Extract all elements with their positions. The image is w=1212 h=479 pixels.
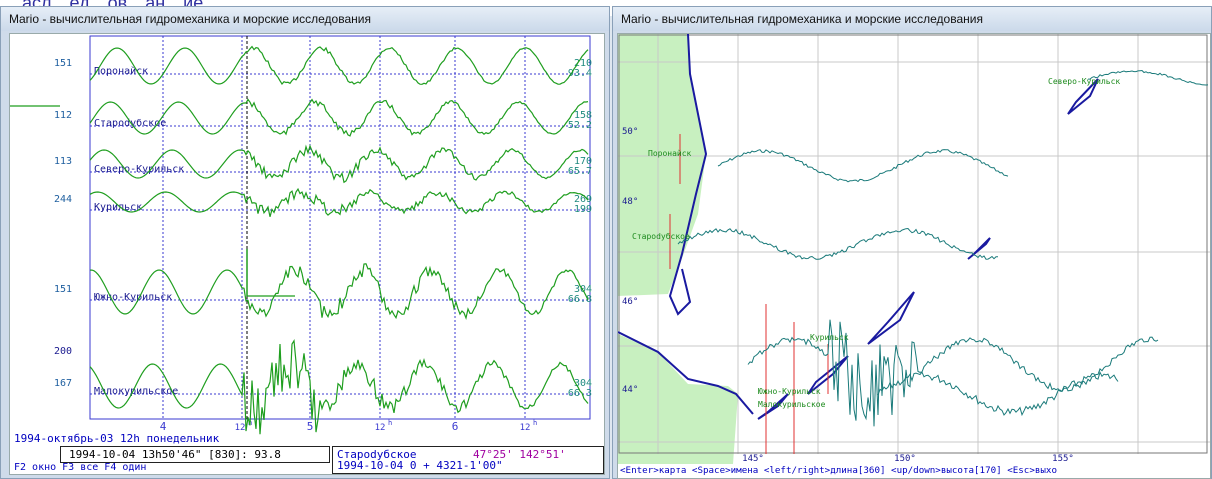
readout-time: 1994-10-04 0 + 4321-1'00" xyxy=(337,459,503,472)
station-extra-value: 200 xyxy=(54,346,72,357)
station-name: Северо-Курильск xyxy=(94,164,184,175)
latitude-label: 50° xyxy=(622,127,638,137)
readout-value: 1994-10-04 13h50'46" [830]: 93.8 xyxy=(69,448,281,461)
right-titlebar[interactable]: Mario - вычислительная гидромеханика и м… xyxy=(613,7,1211,31)
station-left-value: 151 xyxy=(54,284,72,295)
map-chart[interactable]: 50° 48° 46° 44° 145° 150° 155° Северо-Курильск П… xyxy=(618,34,1210,464)
map-wave-trace xyxy=(877,370,1119,417)
hokkaido-coast xyxy=(618,331,754,415)
station-name: Староdубское xyxy=(94,117,166,129)
x-tick-label-h: h xyxy=(533,419,537,427)
station-trace xyxy=(89,45,589,86)
x-tick-label: 4 xyxy=(160,420,167,433)
place-label: Поронайск xyxy=(648,149,692,158)
station-right-bottom: 66.3 xyxy=(568,388,592,399)
place-label: Северо-Курильск xyxy=(1048,77,1120,86)
left-window-title: Mario - вычислительная гидромеханика и м… xyxy=(9,12,371,26)
plot-frame xyxy=(89,35,591,420)
longitude-label: 145° xyxy=(742,454,764,464)
map-status-bar: <Enter>карта <Space>имена <left/right>дл… xyxy=(620,465,1057,476)
station-trace xyxy=(89,338,589,435)
station-left-value: 151 xyxy=(54,58,72,69)
latitude-label: 44° xyxy=(622,385,638,395)
station-right-top: 210 xyxy=(574,58,592,69)
x-tick-label: 12 xyxy=(375,423,386,433)
station-name: Южно-Курильск xyxy=(94,292,172,303)
readout-station: Староdубское xyxy=(337,448,417,461)
station-right-top: 158 xyxy=(574,110,592,121)
map-wave-trace xyxy=(1088,69,1209,86)
latitude-label: 48° xyxy=(622,197,638,207)
longitude-label: 150° xyxy=(894,454,916,464)
date-line: 1994-октябрь-03 12h понедельник xyxy=(14,432,220,445)
sakhalin-coast xyxy=(668,34,708,316)
hokkaido-land xyxy=(618,334,738,464)
map-wave-trace xyxy=(747,319,1159,427)
map-window[interactable]: Mario - вычислительная гидромеханика и м… xyxy=(612,6,1212,479)
paramushir-island xyxy=(1067,78,1099,115)
x-tick-label: 12 xyxy=(235,423,246,433)
left-titlebar[interactable]: Mario - вычислительная гидромеханика и м… xyxy=(1,7,609,31)
x-tick-label-h: h xyxy=(388,419,392,427)
sakhalin-land xyxy=(618,34,706,296)
right-window-title: Mario - вычислительная гидромеханика и м… xyxy=(621,12,983,26)
place-label: Курильск xyxy=(810,333,849,342)
function-keys[interactable]: F2 окно F3 все F4 один xyxy=(14,462,147,473)
latitude-label: 46° xyxy=(622,297,638,307)
readout-station-box: Староdубское 47°25' 142°51' 1994-10-04 0… xyxy=(332,446,604,474)
map-wave-trace xyxy=(677,227,999,260)
right-client-area[interactable]: 50° 48° 46° 44° 145° 150° 155° Северо-Курильск П… xyxy=(617,33,1211,479)
station-right-bottom: 65.7 xyxy=(568,166,592,177)
station-left-value: 244 xyxy=(54,194,72,205)
station-name: Малокурильское xyxy=(94,386,178,397)
station-trace xyxy=(89,144,589,184)
kuril-island-3 xyxy=(757,393,789,420)
kuril-island-1 xyxy=(867,291,915,345)
place-label: Староdубское xyxy=(632,231,690,241)
place-label: Южно-Курильск xyxy=(758,387,821,396)
station-right-bottom: 199 xyxy=(574,204,592,215)
station-right-top: 170 xyxy=(574,156,592,167)
map-frame xyxy=(618,34,1208,454)
station-left-value: 167 xyxy=(54,378,72,389)
station-right-top: 304 xyxy=(574,378,592,389)
x-tick-label: 6 xyxy=(452,420,459,433)
x-tick-label: 5 xyxy=(307,420,314,433)
station-name: Курильск xyxy=(94,202,142,213)
small-island xyxy=(967,237,991,260)
station-right-bottom: 66.8 xyxy=(568,294,592,305)
readout-coords: 47°25' 142°51' xyxy=(473,448,566,461)
tide-gauge-chart[interactable]: 4 12 h 5 12 h 6 12 h151Поронайск21093.4112Староd… xyxy=(10,34,604,474)
station-trace xyxy=(89,98,589,137)
station-right-top: 269 xyxy=(574,194,592,205)
station-trace xyxy=(90,263,589,321)
left-client-area[interactable]: 4 12 h 5 12 h 6 12 h 151 Поронайск 210 93.4 112 Староd… xyxy=(9,33,605,475)
station-right-bottom: 52.2 xyxy=(568,120,592,131)
kuril-island-2 xyxy=(807,355,849,395)
longitude-label: 155° xyxy=(1052,454,1074,464)
map-wave-trace xyxy=(717,149,1009,183)
station-right-bottom: 93.4 xyxy=(568,68,592,79)
station-left-value: 113 xyxy=(54,156,72,167)
station-trace xyxy=(89,187,589,217)
station-left-value: 112 xyxy=(54,110,72,121)
tide-plot-window[interactable]: Mario - вычислительная гидромеханика и м… xyxy=(0,6,610,479)
x-tick-label: 12 xyxy=(520,423,531,433)
readout-box: 1994-10-04 13h50'46" [830]: 93.8 xyxy=(60,446,330,463)
place-label: Малокурильское xyxy=(758,400,826,409)
